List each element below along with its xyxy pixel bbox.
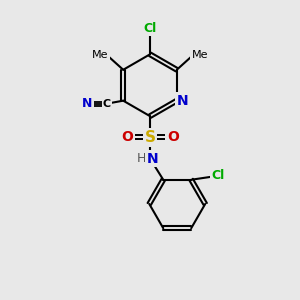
Text: Cl: Cl [211,169,224,182]
Text: N: N [176,94,188,108]
Text: O: O [121,130,133,144]
Text: C: C [103,99,111,109]
Text: Me: Me [92,50,109,60]
Text: N: N [146,152,158,166]
Text: Cl: Cl [143,22,157,35]
Text: H: H [137,152,146,165]
Text: O: O [167,130,179,144]
Text: N: N [82,97,92,110]
Text: S: S [145,130,155,145]
Text: Me: Me [191,50,208,60]
